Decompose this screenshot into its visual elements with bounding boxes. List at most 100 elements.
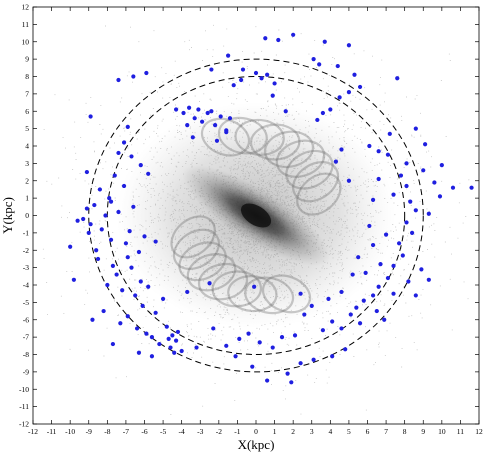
data-point [190,135,195,140]
data-point [92,202,97,208]
y-axis-title: Y(kpc) [0,197,15,234]
data-point [396,241,402,246]
y-tick-label: -8 [23,350,29,359]
spiral-arm-loop [170,215,216,259]
data-point [343,347,348,352]
data-point [326,296,331,301]
y-tick-label: 0 [25,211,29,220]
spiral-arm-loop [244,276,295,315]
x-tick-label: -9 [86,427,92,436]
data-point [330,354,335,359]
data-point [335,63,340,69]
data-point [240,67,246,72]
data-point [298,291,303,296]
data-point [120,288,125,293]
data-point [205,110,210,116]
data-point [257,340,262,345]
axis-ticks: -12 -11 -10 -9 -8 -7 -6 -5 -4 -3 -2 -1 0 1 2 3 4 5 6 7 8 9 10 1… [19,3,483,436]
data-point [285,371,290,376]
x-tick-label: -2 [216,427,222,436]
data-point [81,216,86,222]
data-point [370,293,376,298]
data-point [279,335,285,340]
data-point [97,187,102,192]
spiral-arm-loop [296,172,342,216]
data-point [125,314,130,319]
data-point [213,123,218,128]
data-point [346,43,352,48]
data-point [352,72,357,77]
x-tick-label: 12 [475,427,483,436]
data-point [144,70,149,76]
data-point [413,208,418,213]
galactic-core [240,203,272,228]
data-point [376,176,381,182]
data-point [330,319,335,324]
data-point [404,183,409,189]
data-point [108,199,114,204]
data-point [437,194,443,199]
data-point [214,138,220,143]
data-point [218,114,223,119]
data-point [211,326,216,331]
data-point [410,230,415,235]
x-tick-label: -4 [179,427,185,436]
data-point [395,76,400,81]
data-point [181,110,186,116]
data-point [108,237,114,242]
data-point [142,234,147,239]
y-tick-label: 4 [25,142,29,151]
data-point [224,130,229,135]
data-point [71,277,76,282]
data-point [160,296,166,301]
data-point [239,77,244,83]
y-tick-label: -12 [19,420,29,429]
data-point [361,298,366,303]
data-point [88,222,93,227]
data-point [252,284,257,289]
data-point [166,336,171,341]
data-point [421,168,426,173]
data-point [426,277,431,282]
data-point [112,173,117,178]
data-point [129,154,134,159]
spiral-arm-loop [186,253,237,292]
data-point [333,159,339,164]
data-point [99,227,104,232]
x-tick-label: -12 [28,427,38,436]
data-point [224,343,229,348]
data-point [357,84,363,90]
data-point [328,107,333,112]
data-point [88,114,93,119]
data-point [226,53,231,58]
x-tick-label: 3 [310,427,314,436]
data-point [391,291,396,296]
x-tick-label: -3 [197,427,203,436]
data-point [317,62,322,67]
data-point [123,241,129,246]
data-point [311,357,316,362]
data-point [146,171,151,176]
data-point [168,345,173,350]
data-point [179,348,184,354]
data-point [346,178,352,183]
y-tick-label: 3 [25,159,29,168]
spiral-arm-loop [275,139,326,178]
data-point [272,81,277,86]
data-point [173,338,179,343]
data-point [404,161,409,166]
spiral-arm-loop [227,275,278,313]
x-tick-label: 0 [254,427,258,436]
data-point [363,270,368,275]
data-point [237,336,242,341]
data-point [265,72,270,77]
data-point [253,70,259,76]
data-point [144,331,149,336]
x-tick-label: -11 [47,427,57,436]
data-point [84,169,89,175]
data-point [185,289,190,295]
y-tick-label: 10 [22,37,30,46]
data-point [382,317,387,322]
data-point [153,239,158,244]
